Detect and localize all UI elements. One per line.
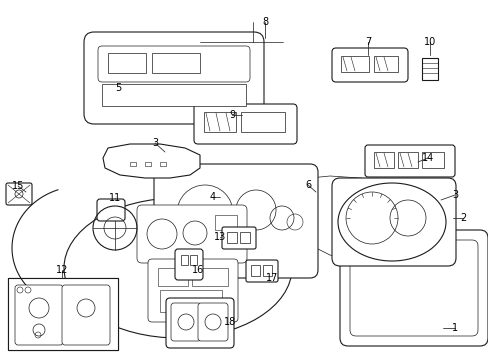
Bar [152, 53, 200, 73]
Bar [130, 162, 136, 166]
FancyBboxPatch shape [6, 183, 32, 205]
FancyBboxPatch shape [364, 145, 454, 177]
Text: 14: 14 [421, 153, 433, 163]
Bar [226, 232, 237, 243]
FancyBboxPatch shape [15, 285, 63, 345]
Text: 6: 6 [305, 180, 310, 190]
FancyBboxPatch shape [175, 249, 203, 280]
Bar [203, 112, 236, 132]
Text: 1: 1 [451, 323, 457, 333]
Bar [397, 152, 417, 168]
Text: 15: 15 [12, 181, 24, 191]
Text: 10: 10 [423, 37, 435, 47]
FancyBboxPatch shape [331, 178, 455, 266]
Bar [421, 152, 443, 168]
Text: 16: 16 [191, 265, 203, 275]
Bar [215, 215, 237, 230]
FancyBboxPatch shape [84, 32, 264, 124]
Ellipse shape [64, 198, 291, 338]
Bar [263, 265, 271, 276]
Bar [158, 268, 187, 286]
Text: 4: 4 [209, 192, 216, 202]
FancyBboxPatch shape [198, 303, 227, 341]
Text: 2: 2 [459, 213, 465, 223]
Bar [340, 56, 368, 72]
Bar [160, 162, 165, 166]
FancyBboxPatch shape [98, 46, 249, 82]
FancyBboxPatch shape [222, 227, 256, 249]
Bar [8, 278, 118, 350]
Bar [250, 265, 260, 276]
Bar [108, 53, 146, 73]
FancyBboxPatch shape [148, 259, 238, 322]
Bar [190, 255, 197, 265]
Bar [373, 56, 397, 72]
FancyBboxPatch shape [154, 164, 317, 278]
Bar [192, 268, 227, 286]
Bar [373, 152, 393, 168]
FancyBboxPatch shape [349, 240, 477, 336]
Bar [145, 162, 151, 166]
Polygon shape [289, 176, 439, 265]
FancyBboxPatch shape [62, 285, 110, 345]
Bar [160, 290, 222, 312]
Text: 7: 7 [364, 37, 370, 47]
Polygon shape [103, 144, 200, 178]
Text: 5: 5 [115, 83, 121, 93]
Text: 18: 18 [224, 317, 236, 327]
Bar [181, 255, 187, 265]
FancyBboxPatch shape [245, 260, 278, 282]
Text: 17: 17 [265, 273, 278, 283]
FancyBboxPatch shape [165, 298, 234, 348]
Text: 13: 13 [213, 232, 225, 242]
FancyBboxPatch shape [331, 48, 407, 82]
FancyBboxPatch shape [171, 303, 201, 341]
FancyBboxPatch shape [97, 199, 125, 221]
Text: 9: 9 [228, 110, 235, 120]
FancyBboxPatch shape [137, 205, 246, 263]
Text: 3: 3 [451, 190, 457, 200]
Text: 8: 8 [262, 17, 267, 27]
FancyBboxPatch shape [339, 230, 487, 346]
Bar [102, 84, 245, 106]
Bar [240, 232, 249, 243]
Ellipse shape [337, 183, 445, 261]
Text: 11: 11 [109, 193, 121, 203]
Bar [421, 58, 437, 80]
FancyBboxPatch shape [194, 104, 296, 144]
Bar [8, 278, 118, 350]
Text: 3: 3 [152, 138, 158, 148]
Text: 12: 12 [56, 265, 68, 275]
Bar [241, 112, 285, 132]
